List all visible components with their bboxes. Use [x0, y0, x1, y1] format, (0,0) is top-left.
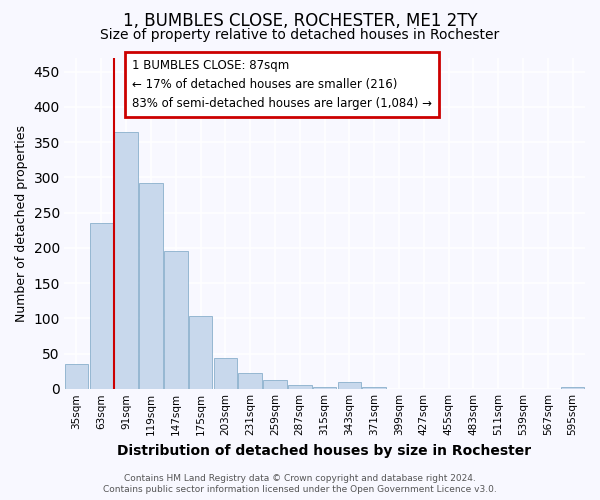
Bar — [362, 388, 386, 389]
Text: Size of property relative to detached houses in Rochester: Size of property relative to detached ho… — [100, 28, 500, 42]
Bar — [238, 374, 262, 389]
Bar — [65, 364, 88, 389]
Bar — [214, 358, 237, 389]
Text: 1 BUMBLES CLOSE: 87sqm
← 17% of detached houses are smaller (216)
83% of semi-de: 1 BUMBLES CLOSE: 87sqm ← 17% of detached… — [132, 59, 432, 110]
Bar — [561, 388, 584, 389]
Bar — [164, 252, 188, 389]
Bar — [313, 388, 337, 389]
Bar — [89, 223, 113, 389]
Bar — [189, 316, 212, 389]
X-axis label: Distribution of detached houses by size in Rochester: Distribution of detached houses by size … — [118, 444, 532, 458]
Y-axis label: Number of detached properties: Number of detached properties — [15, 124, 28, 322]
Bar — [338, 382, 361, 389]
Bar — [288, 386, 311, 389]
Bar — [115, 132, 138, 389]
Bar — [139, 183, 163, 389]
Text: 1, BUMBLES CLOSE, ROCHESTER, ME1 2TY: 1, BUMBLES CLOSE, ROCHESTER, ME1 2TY — [122, 12, 478, 30]
Bar — [263, 380, 287, 389]
Text: Contains HM Land Registry data © Crown copyright and database right 2024.
Contai: Contains HM Land Registry data © Crown c… — [103, 474, 497, 494]
